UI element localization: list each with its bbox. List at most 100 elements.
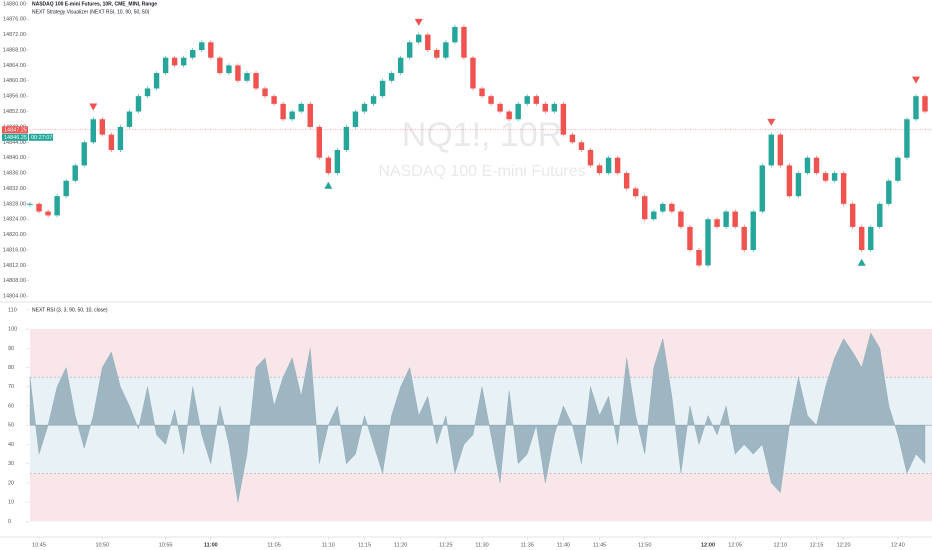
price-bar — [361, 103, 368, 112]
price-bar — [27, 203, 33, 205]
y-tick-label: 14808.00 — [3, 278, 26, 284]
x-tick-label: 11:00 — [204, 542, 218, 548]
x-tick-label: 10:55 — [159, 542, 173, 548]
price-bar — [642, 196, 648, 220]
x-tick-label: 11:20 — [394, 542, 407, 548]
price-bar — [895, 157, 901, 181]
watermark: NQ1!, 10R — [402, 116, 563, 154]
y-tick-label: 14856.00 — [3, 94, 26, 100]
buy-signal — [857, 258, 866, 266]
price-bar — [886, 180, 892, 204]
x-tick-label: 10:45 — [32, 542, 46, 548]
x-tick-label: 12:00 — [701, 542, 715, 548]
price-bar — [117, 126, 124, 150]
price-bar — [687, 226, 693, 250]
price-bar — [135, 96, 142, 112]
watermark-subtitle: NASDAQ 100 E-mini Futures — [378, 163, 585, 180]
price-bar — [388, 73, 395, 81]
y-tick-label: 14844.00 — [3, 140, 26, 146]
price-bar — [750, 211, 756, 250]
price-bar — [452, 26, 458, 43]
y-tick-label: 14840.00 — [3, 155, 26, 161]
price-bar — [180, 57, 187, 66]
countdown: 00:27:07 — [31, 135, 52, 141]
indicator-tick-label: 70 — [8, 384, 14, 390]
price-bar — [868, 226, 874, 250]
price-bar — [732, 211, 738, 227]
price-bar — [533, 96, 539, 104]
indicator-tick-label: 30 — [8, 461, 14, 467]
price-bar — [524, 96, 530, 104]
indicator-tick-label: 40 — [8, 442, 14, 448]
y-tick-label: 14872.00 — [3, 32, 26, 38]
countdown-tag — [29, 133, 53, 141]
price-bar — [623, 173, 630, 189]
y-tick-label: 14816.00 — [3, 247, 26, 253]
price-bar — [253, 73, 259, 89]
bid-price-label: 14846.25 — [4, 135, 27, 141]
price-bar — [162, 57, 169, 74]
last-price-label: 14847.25 — [4, 127, 27, 133]
price-bar — [425, 34, 431, 50]
x-tick-label: 11:35 — [521, 542, 534, 548]
x-tick-label: 12:40 — [891, 542, 905, 548]
price-bar — [289, 111, 295, 120]
price-bar — [605, 157, 612, 174]
price-bar — [280, 103, 286, 120]
price-bar — [226, 65, 232, 74]
indicator-tick-label: 0 — [8, 519, 11, 525]
price-bar — [877, 203, 883, 227]
price-bar — [913, 96, 919, 120]
sell-signal — [89, 103, 98, 111]
sell-signal — [911, 76, 920, 84]
price-bar — [804, 157, 811, 174]
price-bar — [813, 157, 820, 174]
price-bar — [406, 42, 413, 58]
price-bar — [560, 103, 567, 135]
price-bar — [235, 65, 241, 81]
price-bar — [488, 96, 494, 104]
x-tick-label: 11:50 — [638, 542, 651, 548]
price-bar — [723, 211, 729, 227]
price-bar — [54, 196, 60, 216]
price-bar — [795, 173, 802, 197]
indicator-tick-label: 60 — [8, 403, 14, 409]
price-bar — [379, 80, 386, 97]
x-tick-label: 11:25 — [439, 542, 452, 548]
price-bar — [741, 226, 747, 250]
sell-signal — [414, 18, 423, 26]
price-bar — [36, 203, 42, 212]
price-bar — [859, 226, 865, 250]
bid-price-tag — [2, 133, 28, 141]
price-bar — [370, 96, 377, 104]
indicator-tick-label: 20 — [8, 480, 14, 486]
price-bar — [669, 203, 675, 212]
x-tick-label: 11:15 — [358, 542, 371, 548]
price-bar — [777, 134, 784, 166]
price-bar — [768, 134, 775, 166]
price-bar — [714, 219, 720, 227]
sell-signal — [767, 118, 776, 126]
price-bar — [244, 73, 250, 81]
price-bar — [343, 126, 350, 150]
y-tick-label: 14812.00 — [3, 263, 26, 269]
price-bar — [81, 142, 87, 166]
price-bar — [434, 50, 440, 58]
price-bar — [271, 96, 277, 104]
price-bar — [199, 42, 205, 50]
price-bar — [397, 57, 404, 74]
x-tick-label: 10:50 — [95, 542, 109, 548]
price-bar — [153, 73, 160, 89]
last-price-tag — [2, 126, 28, 134]
price-bar — [831, 173, 838, 181]
price-bar — [108, 134, 115, 150]
indicator-tick-label: 90 — [8, 346, 14, 352]
y-tick-label: 14876.00 — [3, 17, 26, 23]
price-bar — [443, 42, 449, 58]
price-bar — [696, 250, 702, 266]
price-bar — [786, 165, 793, 197]
indicator-tick-label: 50 — [8, 423, 14, 429]
buy-signal — [324, 181, 333, 189]
x-tick-label: 12:20 — [837, 542, 851, 548]
price-bar — [660, 203, 666, 212]
